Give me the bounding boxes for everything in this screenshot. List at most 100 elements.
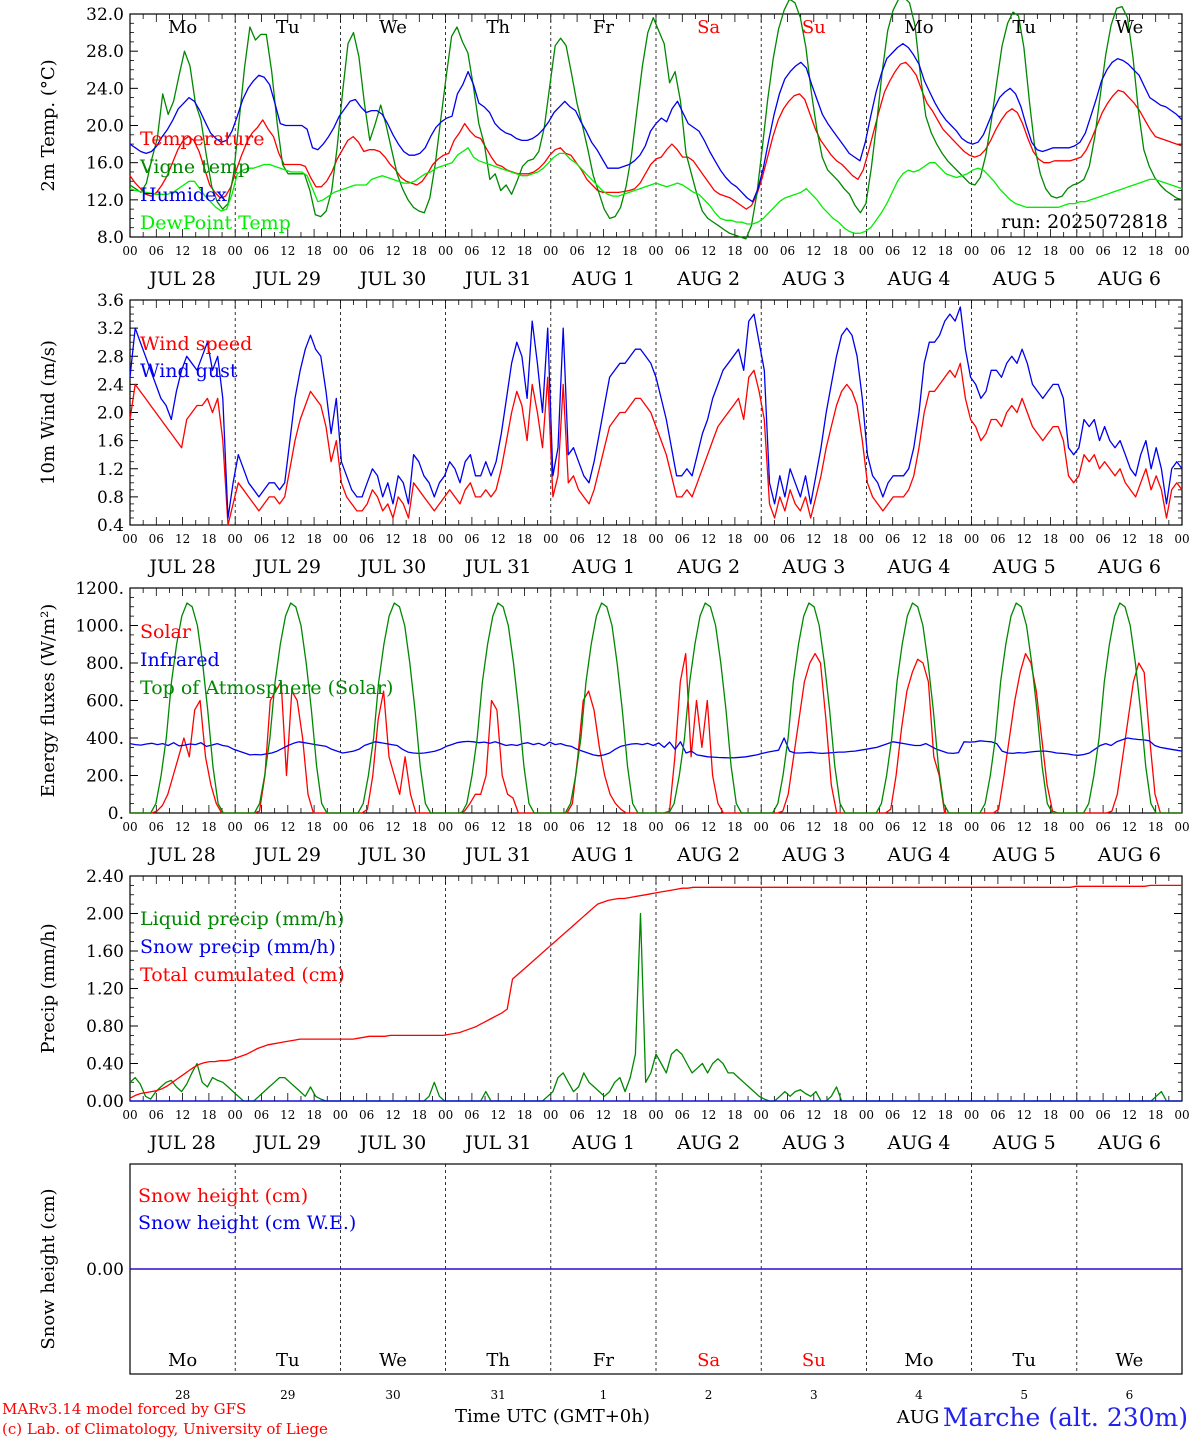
y-tick-label: 0.4	[97, 516, 124, 536]
hour-label: 18	[727, 244, 742, 258]
hour-label: 06	[885, 532, 900, 546]
hour-label: 18	[412, 532, 427, 546]
hour-label: 12	[1017, 532, 1032, 546]
y-tick-label: 200.	[86, 767, 124, 787]
hour-label: 00	[543, 244, 558, 258]
hour-label: 06	[1095, 244, 1110, 258]
hour-label: 00	[648, 1108, 663, 1122]
hour-label: 18	[201, 820, 216, 834]
hour-label: 12	[1122, 1108, 1137, 1122]
hour-label: 00	[859, 244, 874, 258]
hour-label: 06	[149, 244, 164, 258]
hour-label: 06	[675, 1108, 690, 1122]
panel-frame	[129, 299, 1183, 526]
y-tick-label: 1.60	[86, 942, 124, 962]
hour-label: 12	[385, 1108, 400, 1122]
date-label: AUG 6	[1097, 556, 1161, 578]
series-line	[129, 147, 1183, 234]
hour-label: 06	[149, 820, 164, 834]
hour-label: 18	[727, 1108, 742, 1122]
legend-entry: Total cumulated (cm)	[140, 964, 345, 986]
weekday-label: Su	[802, 17, 826, 38]
hour-label: 18	[412, 1108, 427, 1122]
weekday-label: Th	[486, 1350, 510, 1371]
hour-label: 00	[964, 1108, 979, 1122]
date-label: JUL 28	[147, 844, 215, 866]
legend-entry: Wind gust	[140, 360, 238, 382]
hour-label: 00	[228, 244, 243, 258]
weekday-label: Su	[802, 1350, 826, 1371]
hour-label: 06	[675, 532, 690, 546]
hour-label: 00	[964, 244, 979, 258]
hour-label: 18	[622, 820, 637, 834]
hour-label: 18	[306, 244, 321, 258]
hour-label: 12	[491, 1108, 506, 1122]
day-number: 4	[915, 1388, 923, 1402]
hour-label: 00	[438, 532, 453, 546]
hour-label: 00	[228, 532, 243, 546]
date-label: JUL 28	[147, 268, 215, 290]
hour-label: 06	[464, 244, 479, 258]
legend-entry: Snow precip (mm/h)	[140, 936, 336, 958]
date-overlap-label: AUG	[896, 1407, 940, 1428]
hour-label: 06	[885, 820, 900, 834]
weekday-label: Mo	[168, 1350, 197, 1371]
date-label: AUG 1	[571, 844, 635, 866]
hour-label: 06	[464, 532, 479, 546]
hour-label: 12	[806, 532, 821, 546]
hour-label: 18	[1043, 532, 1058, 546]
hour-label: 12	[385, 244, 400, 258]
y-tick-label: 0.00	[86, 1092, 124, 1112]
hour-label: 18	[412, 820, 427, 834]
hour-label: 00	[333, 820, 348, 834]
date-label: AUG 2	[676, 844, 740, 866]
day-number: 1	[600, 1388, 608, 1402]
hour-label: 18	[622, 532, 637, 546]
hour-label: 00	[333, 532, 348, 546]
y-tick-label: 1000.	[75, 617, 124, 637]
y-tick-label: 0.80	[86, 1017, 124, 1037]
hour-label: 12	[701, 1108, 716, 1122]
run-label: run: 2025072818	[1001, 211, 1168, 233]
hour-label: 06	[569, 1108, 584, 1122]
y-tick-label: 12.0	[86, 191, 124, 211]
hour-label: 12	[491, 532, 506, 546]
hour-label: 12	[806, 820, 821, 834]
date-label: AUG 4	[886, 1132, 950, 1154]
hour-label: 12	[596, 532, 611, 546]
hour-label: 06	[1095, 820, 1110, 834]
y-tick-label: 600.	[86, 692, 124, 712]
date-label: AUG 4	[886, 268, 950, 290]
hour-label: 00	[122, 244, 137, 258]
date-label: JUL 30	[358, 556, 426, 578]
hour-label: 00	[859, 1108, 874, 1122]
day-number: 6	[1126, 1388, 1134, 1402]
hour-label: 00	[754, 1108, 769, 1122]
hour-label: 12	[911, 820, 926, 834]
hour-label: 06	[885, 244, 900, 258]
hour-label: 06	[359, 532, 374, 546]
hour-label: 12	[385, 820, 400, 834]
hour-label: 00	[964, 820, 979, 834]
hour-label: 18	[1043, 244, 1058, 258]
hour-label: 06	[990, 820, 1005, 834]
hour-label: 12	[385, 532, 400, 546]
day-number: 30	[385, 1388, 400, 1402]
series-line	[129, 362, 1183, 526]
y-tick-label: 0.	[108, 804, 124, 824]
weekday-label: Tu	[276, 1350, 300, 1371]
hour-label: 12	[911, 1108, 926, 1122]
hour-label: 18	[201, 532, 216, 546]
date-label: AUG 3	[781, 556, 845, 578]
hour-label: 12	[280, 1108, 295, 1122]
date-label: AUG 5	[992, 268, 1056, 290]
date-label: JUL 28	[147, 556, 215, 578]
hour-label: 12	[491, 820, 506, 834]
hour-label: 00	[1069, 820, 1084, 834]
hour-label: 18	[306, 820, 321, 834]
weekday-label: Mo	[904, 1350, 933, 1371]
date-label: JUL 29	[253, 844, 321, 866]
date-label: AUG 5	[992, 556, 1056, 578]
date-label: JUL 31	[463, 1132, 531, 1154]
hour-label: 00	[333, 244, 348, 258]
